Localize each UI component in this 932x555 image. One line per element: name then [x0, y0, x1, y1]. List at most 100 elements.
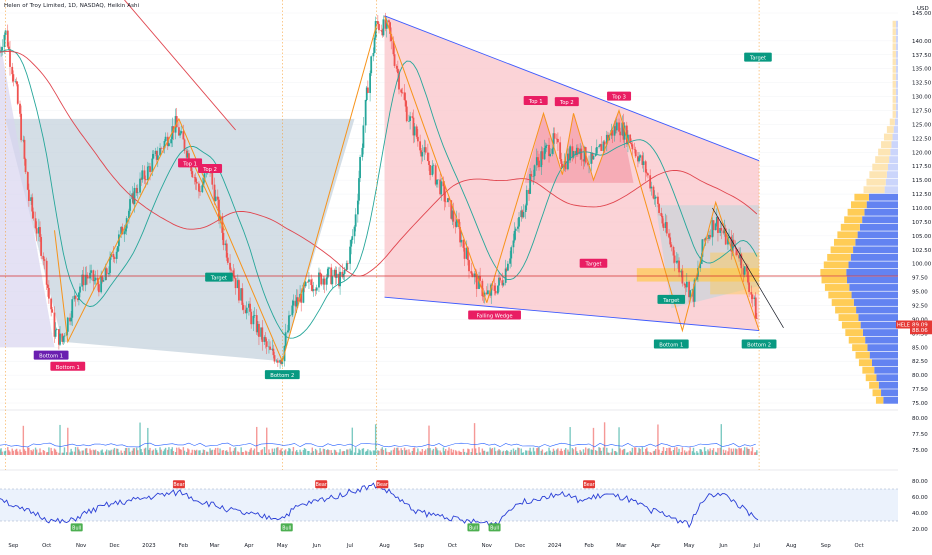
- annotation-badge: [744, 52, 772, 62]
- volume-bar: [156, 450, 158, 455]
- profile-bar-orange: [844, 216, 863, 224]
- volume-bar: [512, 448, 515, 455]
- candle: [155, 150, 158, 160]
- volume-bar: [63, 447, 66, 455]
- candle: [195, 181, 198, 184]
- volume-bar: [543, 452, 546, 455]
- candle: [518, 217, 520, 227]
- candle: [272, 348, 275, 356]
- annotation-label: Bottom 2: [270, 373, 294, 379]
- candle: [409, 116, 412, 121]
- candle: [662, 223, 665, 229]
- volume-bar: [705, 451, 707, 455]
- candle: [276, 360, 279, 363]
- volume-bar: [747, 448, 749, 455]
- candle: [641, 155, 644, 165]
- volume-bar: [524, 450, 527, 455]
- volume-bar: [186, 451, 188, 455]
- candle: [61, 333, 64, 342]
- candle: [390, 33, 393, 42]
- volume-bar: [588, 448, 590, 455]
- volume-bar: [242, 452, 245, 455]
- candle: [446, 198, 449, 203]
- volume-bar: [311, 447, 313, 455]
- volume-bar: [249, 449, 251, 455]
- volume-bar: [736, 449, 738, 455]
- volume-bar: [561, 451, 564, 455]
- candle: [660, 212, 663, 216]
- volume-bar: [354, 447, 357, 455]
- volume-bar: [393, 447, 396, 455]
- volume-bar: [377, 450, 379, 455]
- candle: [709, 235, 712, 238]
- candle: [533, 165, 536, 177]
- candle: [151, 158, 154, 173]
- volume-bar: [633, 447, 636, 455]
- profile-bar-blue: [895, 111, 898, 118]
- candle: [505, 268, 508, 271]
- candle: [42, 255, 45, 260]
- candle: [53, 312, 56, 337]
- volume-bar: [139, 422, 141, 455]
- annotation-label: Top 1: [182, 161, 197, 167]
- candle: [358, 178, 360, 201]
- candle: [540, 151, 543, 168]
- volume-bar: [504, 451, 507, 455]
- volume-bar: [517, 447, 519, 455]
- candle: [295, 297, 298, 307]
- candle: [281, 361, 284, 364]
- volume-bar: [67, 427, 69, 455]
- candle: [320, 274, 323, 285]
- price-tick: 95.00: [912, 290, 928, 296]
- price-tick: 145.00: [912, 11, 932, 17]
- volume-bar: [751, 447, 754, 455]
- time-tick: Aug: [786, 543, 796, 549]
- candle: [45, 260, 48, 285]
- annotation-badge: [178, 158, 203, 168]
- volume-bar: [419, 451, 421, 455]
- volume-bar: [514, 449, 517, 455]
- rsi-signal-label: Bull: [490, 525, 499, 531]
- profile-bar-blue: [884, 186, 898, 194]
- volume-bar: [699, 449, 701, 455]
- candle: [728, 236, 730, 239]
- volume-bar: [226, 450, 228, 455]
- volume-bar: [55, 451, 58, 455]
- candle: [411, 116, 414, 118]
- candle: [548, 144, 550, 157]
- volume-tick: 75.00: [912, 448, 928, 454]
- candle: [378, 23, 380, 31]
- volume-bar: [381, 447, 384, 455]
- price-tick: 97.50: [912, 276, 928, 282]
- candle: [79, 286, 81, 293]
- volume-bar: [552, 448, 555, 455]
- volume-bar: [655, 449, 657, 455]
- volume-bar: [528, 450, 530, 455]
- volume-bar: [403, 447, 406, 455]
- volume-bar: [117, 448, 119, 455]
- volume-bar: [203, 449, 206, 455]
- volume-bar: [541, 449, 544, 455]
- volume-bar: [307, 451, 309, 455]
- volume-bar: [602, 447, 605, 455]
- volume-bar: [652, 451, 655, 455]
- ticker-tag: [896, 320, 910, 329]
- candle: [434, 165, 437, 185]
- volume-bar: [380, 448, 382, 455]
- price-tick: 75.00: [912, 401, 928, 407]
- candle: [574, 151, 577, 155]
- annotation-badge: [468, 310, 521, 320]
- volume-bar: [739, 448, 741, 455]
- volume-bar: [248, 451, 250, 455]
- volume-bar: [144, 447, 147, 455]
- top-line-2023: [192, 163, 225, 231]
- candle: [560, 159, 563, 164]
- volume-bar: [753, 452, 756, 455]
- volume-bar: [79, 451, 81, 455]
- rsi-signal-badge: [315, 480, 328, 489]
- volume-bar: [427, 448, 429, 455]
- volume-bar: [630, 452, 632, 455]
- volume-bar: [0, 449, 1, 455]
- candle: [509, 258, 512, 264]
